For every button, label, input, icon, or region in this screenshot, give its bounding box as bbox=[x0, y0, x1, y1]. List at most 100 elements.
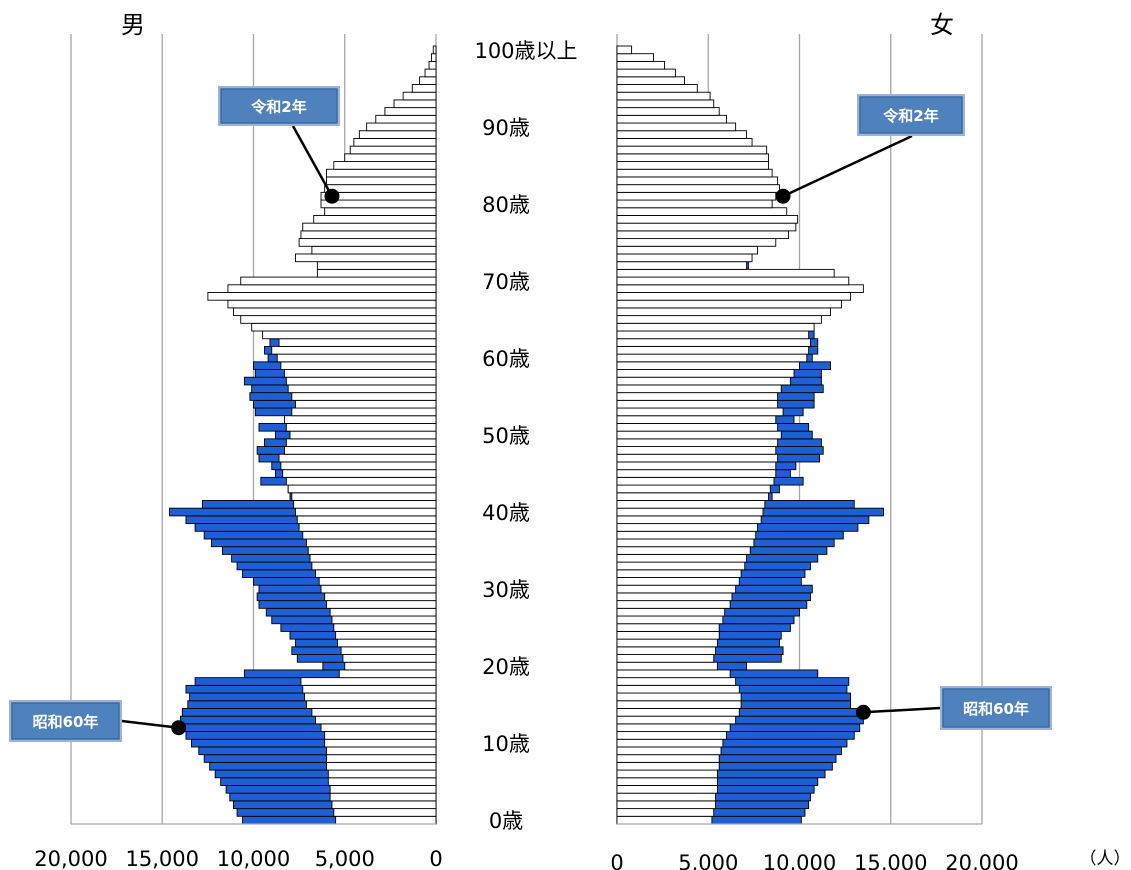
reiwa2-female-bar-age-98 bbox=[616, 60, 665, 70]
reiwa2-male-bar-age-95 bbox=[411, 84, 437, 93]
reiwa2-male-bar-age-6 bbox=[327, 769, 437, 779]
reiwa2-male-bar-age-8 bbox=[326, 754, 437, 763]
reiwa2-female-bar-age-81 bbox=[616, 191, 777, 201]
callout-box bbox=[942, 688, 1050, 728]
reiwa2-male-bar-age-16 bbox=[304, 692, 437, 702]
reiwa2-female-bar-age-89 bbox=[616, 130, 748, 139]
reiwa2-male-bar-age-57 bbox=[285, 376, 437, 386]
reiwa2-female-bar-age-54 bbox=[616, 399, 779, 409]
reiwa2-female-bar-age-88 bbox=[616, 137, 753, 147]
reiwa2-male-bar-age-78 bbox=[313, 215, 437, 224]
reiwa2-male-bar-age-70 bbox=[240, 276, 437, 286]
reiwa2-male-bar-age-14 bbox=[311, 708, 437, 717]
reiwa2-male-bar-age-84 bbox=[326, 168, 437, 178]
male-tick-labels: 20,000 15,000 10,000 5,000 0 bbox=[34, 847, 442, 870]
reiwa2-female-bar-age-48 bbox=[616, 446, 777, 455]
reiwa2-male-bar-age-7 bbox=[326, 761, 437, 771]
reiwa2-female-bar-age-95 bbox=[616, 84, 698, 93]
reiwa2-male-bar-age-51 bbox=[285, 422, 437, 432]
reiwa2-female-bar-age-97 bbox=[616, 68, 676, 78]
reiwa2-male-bar-age-18 bbox=[300, 677, 437, 686]
reiwa2-male-bar-age-97 bbox=[424, 68, 437, 78]
reiwa2-female-bar-age-34 bbox=[616, 553, 748, 563]
reiwa2-female-bar-age-50 bbox=[616, 430, 782, 440]
reiwa2-female-bar-age-43 bbox=[616, 484, 771, 494]
reiwa2-male-bar-age-26 bbox=[331, 615, 437, 625]
reiwa2-female-bar-age-52 bbox=[616, 415, 777, 424]
reiwa2-male-bar-age-72 bbox=[316, 261, 437, 270]
reiwa2-male-bar-age-45 bbox=[282, 469, 437, 478]
reiwa2-female-bar-age-80 bbox=[616, 199, 773, 209]
female-tick-label: 0 bbox=[610, 851, 623, 870]
reiwa2-female-bar-age-22 bbox=[616, 646, 717, 655]
reiwa2-male-bar-age-59 bbox=[280, 361, 437, 370]
reiwa2-female-bar-age-13 bbox=[616, 715, 737, 725]
reiwa2-female-bar-age-32 bbox=[616, 569, 742, 578]
reiwa2-male-bar-age-83 bbox=[326, 176, 437, 186]
reiwa2-female-bar-age-66 bbox=[616, 307, 831, 317]
male-tick-label: 5,000 bbox=[315, 847, 375, 870]
reiwa2-female-bar-age-25 bbox=[616, 623, 720, 632]
reiwa2-female-bar-age-90 bbox=[616, 122, 737, 132]
reiwa2-female-bar-age-4 bbox=[616, 785, 718, 794]
reiwa2-female-bar-age-10 bbox=[616, 738, 724, 748]
reiwa2-female-bar-age-62 bbox=[616, 338, 811, 347]
reiwa2-bars bbox=[207, 45, 864, 825]
reiwa2-male-bar-age-96 bbox=[419, 76, 437, 85]
reiwa2-female-bar-age-96 bbox=[616, 76, 685, 85]
reiwa2-male-bar-age-2 bbox=[331, 800, 437, 810]
female-tick-label: 10,000 bbox=[763, 851, 836, 870]
reiwa2-male-bar-age-41 bbox=[293, 500, 437, 509]
reiwa2-female-bar-age-45 bbox=[616, 469, 777, 478]
reiwa2-male-bar-age-66 bbox=[232, 307, 437, 317]
reiwa2-male-bar-age-40 bbox=[295, 507, 437, 517]
reiwa2-female-bar-age-78 bbox=[616, 215, 799, 224]
reiwa2-male-bar-age-37 bbox=[302, 530, 437, 540]
reiwa2-male-bar-age-31 bbox=[318, 577, 437, 586]
reiwa2-male-bar-age-53 bbox=[291, 407, 437, 417]
reiwa2-male-bar-age-74 bbox=[311, 245, 437, 255]
callout-label: 令和2年 bbox=[883, 107, 938, 125]
reiwa2-female-bar-age-68 bbox=[616, 292, 852, 301]
reiwa2-female-bar-age-37 bbox=[616, 530, 757, 540]
reiwa2-female-bar-age-12 bbox=[616, 723, 731, 733]
reiwa2-male-bar-age-39 bbox=[296, 515, 437, 525]
reiwa2-male-bar-age-20 bbox=[344, 661, 437, 671]
reiwa2-female-bar-age-83 bbox=[616, 176, 779, 186]
reiwa2-female-bar-age-16 bbox=[616, 692, 742, 702]
reiwa2-female-bar-age-53 bbox=[616, 407, 784, 417]
reiwa2-female-bar-age-76 bbox=[616, 230, 790, 240]
reiwa2-female-bar-age-49 bbox=[616, 438, 779, 448]
age-label: 100歳以上 bbox=[474, 39, 577, 63]
reiwa2-male-bar-age-60 bbox=[276, 353, 437, 363]
reiwa2-male-bar-age-43 bbox=[287, 484, 437, 494]
reiwa2-male-bar-age-3 bbox=[329, 792, 437, 802]
reiwa2-male-bar-age-19 bbox=[338, 669, 437, 679]
male-tick-label: 0 bbox=[429, 847, 442, 870]
reiwa2-female-bar-age-3 bbox=[616, 792, 717, 802]
reiwa2-male-bar-age-76 bbox=[300, 230, 437, 240]
reiwa2-male-bar-age-13 bbox=[315, 715, 437, 725]
reiwa2-male-bar-age-38 bbox=[298, 523, 437, 532]
callout-dot bbox=[171, 720, 187, 736]
reiwa2-male-bar-age-80 bbox=[320, 199, 437, 209]
reiwa2-female-bar-age-26 bbox=[616, 615, 724, 625]
callout-box bbox=[220, 88, 338, 124]
reiwa2-female-bar-age-5 bbox=[616, 777, 718, 786]
reiwa2-male-bar-age-48 bbox=[284, 446, 437, 455]
reiwa2-female-bar-age-69 bbox=[616, 284, 864, 293]
reiwa2-female-bar-age-28 bbox=[616, 600, 731, 609]
reiwa2-male-bar-age-50 bbox=[289, 430, 437, 440]
reiwa2-female-bar-age-94 bbox=[616, 91, 711, 101]
reiwa2-female-bar-age-14 bbox=[616, 708, 740, 717]
reiwa2-female-bar-age-0 bbox=[616, 815, 713, 825]
callout-dot bbox=[775, 188, 791, 204]
reiwa2-male-bar-age-42 bbox=[291, 492, 437, 501]
age-label: 0歳 bbox=[489, 809, 523, 833]
reiwa2-male-bar-age-30 bbox=[320, 584, 437, 594]
reiwa2-male-bar-age-63 bbox=[262, 330, 437, 340]
reiwa2-male-bar-age-82 bbox=[324, 184, 437, 193]
female-tick-label: 5,000 bbox=[678, 851, 738, 870]
reiwa2-female-bar-age-38 bbox=[616, 523, 758, 532]
